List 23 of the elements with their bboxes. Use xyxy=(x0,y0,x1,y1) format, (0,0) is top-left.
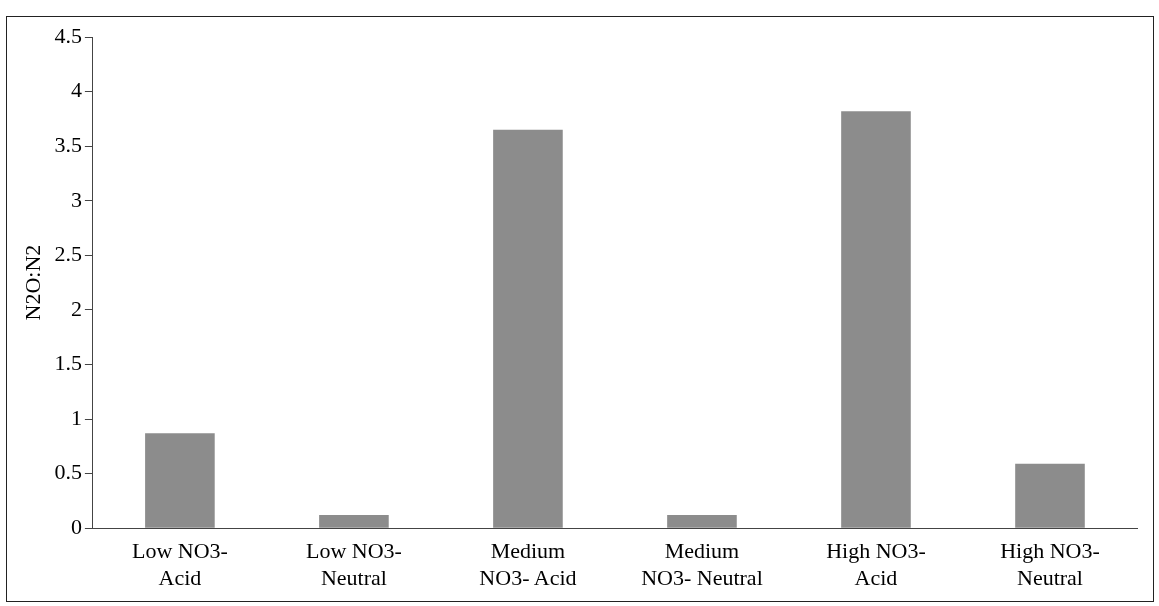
y-tick-label: 2.5 xyxy=(54,241,82,267)
y-tick-label: 1 xyxy=(70,404,82,430)
y-tick-label: 0.5 xyxy=(54,459,82,485)
y-tick-label: 4 xyxy=(70,77,82,103)
bar xyxy=(667,515,737,528)
y-axis-title: N2O:N2 xyxy=(19,244,45,321)
bar xyxy=(145,433,215,528)
y-tick-label: 4.5 xyxy=(54,22,82,48)
x-tick-label: High NO3- Acid xyxy=(826,538,926,590)
bar xyxy=(319,515,389,528)
y-tick-label: 3.5 xyxy=(54,131,82,157)
x-tick-label: Low NO3- Acid xyxy=(131,538,228,590)
bar xyxy=(1015,463,1085,528)
y-tick-label: 0 xyxy=(70,513,82,539)
y-tick-label: 2 xyxy=(70,295,82,321)
y-tick-label: 1.5 xyxy=(54,350,82,376)
x-tick-label: Medium NO3- Acid xyxy=(479,538,577,590)
bar xyxy=(841,111,911,528)
x-tick-label: Low NO3- Neutral xyxy=(305,538,402,590)
y-tick-label: 3 xyxy=(70,186,82,212)
bar xyxy=(493,129,563,528)
x-tick-label: High NO3- Neutral xyxy=(1000,538,1100,590)
x-tick-label: Medium NO3- Neutral xyxy=(641,538,763,590)
